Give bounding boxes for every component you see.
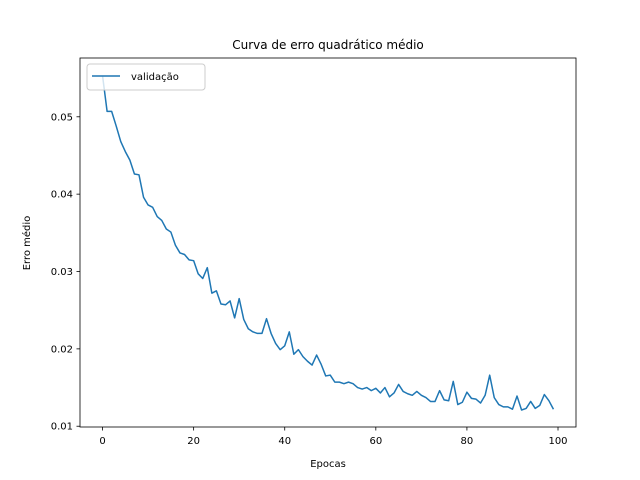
- x-tick-label: 80: [461, 436, 474, 447]
- x-tick-label: 20: [187, 436, 200, 447]
- legend: validação: [86, 63, 206, 91]
- y-tick-label: 0.03: [51, 267, 73, 278]
- x-axis-label: Epocas: [310, 459, 346, 470]
- x-tick-label: 40: [278, 436, 291, 447]
- x-tick-label: 0: [99, 436, 105, 447]
- y-axis-label: Erro médio: [21, 216, 33, 271]
- x-axis: 0 20 40 60 80 100: [99, 427, 568, 447]
- y-tick-label: 0.05: [51, 112, 73, 123]
- axes-frame: [79, 57, 577, 428]
- x-tick-label: 60: [369, 436, 382, 447]
- x-tick-label: 100: [548, 436, 567, 447]
- y-tick-label: 0.02: [51, 344, 73, 355]
- plot-area: [101, 75, 555, 411]
- y-axis: 0.01 0.02 0.03 0.04 0.05: [51, 112, 80, 433]
- legend-box: [86, 63, 206, 91]
- y-tick-label: 0.04: [51, 190, 73, 201]
- y-tick-label: 0.01: [51, 422, 73, 433]
- chart-title: Curva de erro quadrático médio: [232, 38, 424, 52]
- legend-label: validação: [131, 72, 179, 83]
- series-line-validacao: [101, 75, 555, 411]
